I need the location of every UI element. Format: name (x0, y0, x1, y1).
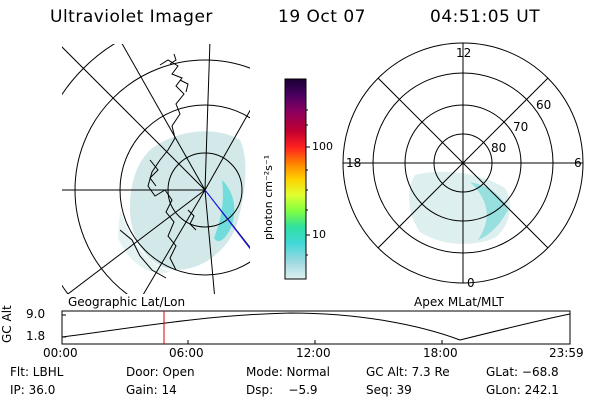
mode-info: Mode: Normal (246, 365, 330, 379)
altitude-ytick-1-8: 1.8 (26, 329, 46, 343)
dsp-info: Dsp: −5.9 (246, 383, 318, 397)
aurora-arc (214, 180, 235, 242)
mlat-label-70: 70 (513, 120, 529, 134)
app-title: Ultraviolet Imager (50, 7, 213, 27)
mlt-label-6: 6 (574, 156, 582, 170)
date-label: 19 Oct 07 (278, 7, 366, 27)
altitude-ylabel: GC Alt (0, 305, 14, 343)
magnetic-map (342, 42, 584, 284)
filter-info: Flt: LBHL (10, 365, 64, 379)
mlt-label-12: 12 (456, 46, 472, 60)
geographic-map (62, 44, 250, 294)
door-info: Door: Open (126, 365, 195, 379)
mlat-label-60: 60 (536, 98, 552, 112)
altitude-ytick-9: 9.0 (26, 307, 46, 321)
time-tick-1200: 12:00 (296, 346, 331, 360)
seq-info: Seq: 39 (366, 383, 412, 397)
geographic-map-caption: Geographic Lat/Lon (68, 295, 186, 309)
time-tick-1800: 18:00 (423, 346, 458, 360)
colorbar-tick-10: 10 (312, 228, 326, 241)
colorbar-ticks (306, 109, 310, 256)
glon-info: GLon: 242.1 (486, 383, 559, 397)
altitude-plot-frame (61, 310, 571, 345)
colorbar-unit-label: photon cm⁻²s⁻¹ (262, 154, 275, 240)
mlt-label-18: 18 (346, 156, 362, 170)
colorbar-tick-100: 100 (312, 140, 333, 153)
colorbar (284, 78, 307, 280)
mlt-label-0: 0 (467, 276, 475, 290)
time-tick-0000: 00:00 (43, 346, 78, 360)
time-tick-0600: 06:00 (169, 346, 204, 360)
gc-alt-info: GC Alt: 7.3 Re (366, 365, 450, 379)
mlat-label-80: 80 (491, 141, 507, 155)
time-label: 04:51:05 UT (430, 7, 541, 27)
glat-info: GLat: −68.8 (486, 365, 559, 379)
magnetic-map-caption: Apex MLat/MLT (414, 295, 504, 309)
time-tick-2359: 23:59 (549, 346, 584, 360)
gain-info: Gain: 14 (126, 383, 177, 397)
ip-info: IP: 36.0 (10, 383, 56, 397)
altitude-curve (61, 312, 571, 341)
sun-direction-line (204, 189, 250, 250)
altitude-ticks (62, 314, 443, 344)
